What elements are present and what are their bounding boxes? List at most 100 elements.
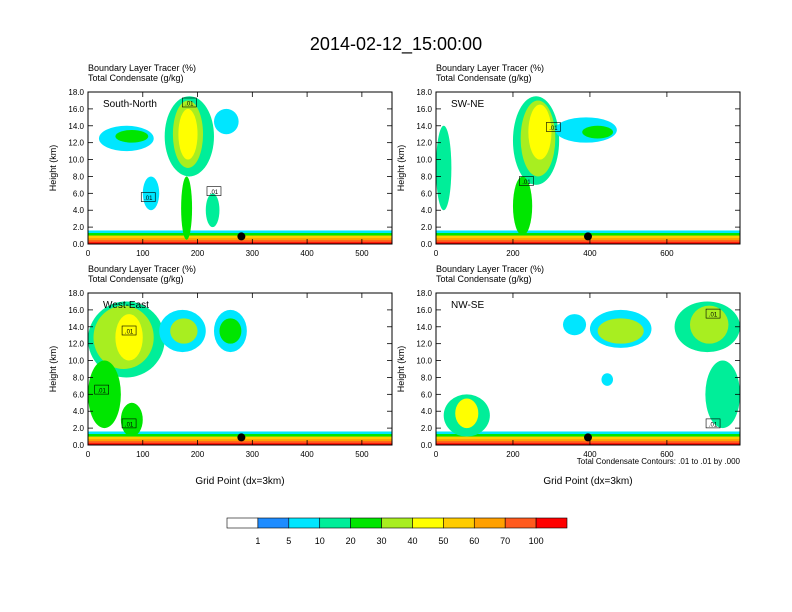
heatmap-field xyxy=(436,293,740,445)
panel-header-tracer: Boundary Layer Tracer (%) xyxy=(436,63,544,73)
cloud-blob-1 xyxy=(597,318,644,344)
ytick-label: 8.0 xyxy=(421,373,433,382)
ytick-label: 18.0 xyxy=(68,88,84,97)
contour-label-box xyxy=(546,122,561,132)
contour-label: .01 xyxy=(522,180,531,186)
colorbar-swatch-2 xyxy=(288,517,321,529)
cloud-blob-8 xyxy=(601,373,614,386)
heatmap-background xyxy=(436,92,740,244)
ytick-label: 4.0 xyxy=(73,206,85,215)
cloud-blob-8 xyxy=(213,108,239,135)
colorbar-swatch-8 xyxy=(473,517,506,529)
contour-label: .01 xyxy=(709,313,718,319)
cloud-blob-6 xyxy=(205,193,220,228)
ytick-label: 14.0 xyxy=(416,323,432,332)
ytick-label: 0.0 xyxy=(421,441,433,450)
panel-name: SW-NE xyxy=(451,99,484,110)
xtick-label: 0 xyxy=(434,450,439,459)
ytick-label: 18.0 xyxy=(68,289,84,298)
colorbar-label: 100 xyxy=(529,536,544,546)
contour-label: .01 xyxy=(98,389,107,395)
surface-band-4 xyxy=(88,441,392,445)
xtick-label: 400 xyxy=(583,450,597,459)
ylabel: Height (km) xyxy=(396,145,406,192)
heatmap-field xyxy=(436,92,740,244)
colorbar-swatch-9 xyxy=(504,517,537,529)
colorbar-swatch-3 xyxy=(319,517,351,529)
ytick-label: 2.0 xyxy=(73,223,85,232)
ytick-label: 8.0 xyxy=(73,172,85,181)
ytick-label: 6.0 xyxy=(421,189,433,198)
ylabel: Height (km) xyxy=(48,346,58,393)
surface-band-5 xyxy=(436,443,740,445)
ylabel: Height (km) xyxy=(396,346,406,393)
ytick-label: 2.0 xyxy=(421,223,433,232)
ytick-label: 12.0 xyxy=(416,340,432,349)
xtick-label: 400 xyxy=(583,249,597,258)
panels: 0.0 2.0 4.0 6.0 8.0 10.0 12.0 14.0 16.0 18.0 0 100 2… xyxy=(48,63,741,487)
panel-header-tracer: Boundary Layer Tracer (%) xyxy=(88,264,196,274)
ytick-label: 6.0 xyxy=(421,390,433,399)
xtick-label: 500 xyxy=(355,450,369,459)
colorbar-swatch-10 xyxy=(535,517,568,529)
xtick-label: 0 xyxy=(86,249,91,258)
cloud-blob-7 xyxy=(562,314,587,336)
ytick-label: 4.0 xyxy=(73,407,85,416)
panel-south-north: 0.0 2.0 4.0 6.0 8.0 10.0 12.0 14.0 16.0 18.0 0 100 2… xyxy=(48,63,393,258)
panel-name: South-North xyxy=(103,99,157,110)
panel-sw-ne: 0.0 2.0 4.0 6.0 8.0 10.0 12.0 14.0 16.0 18.0 0 200 4… xyxy=(396,63,741,258)
surface-band-5 xyxy=(436,242,740,244)
xtick-label: 500 xyxy=(355,249,369,258)
xtick-label: 300 xyxy=(246,249,260,258)
contour-label-box xyxy=(519,176,534,186)
colorbar-label: 70 xyxy=(500,536,510,546)
plot-frame xyxy=(87,91,393,245)
surface-band-4 xyxy=(88,240,392,244)
xtick-label: 200 xyxy=(506,450,520,459)
cloud-blob-4 xyxy=(115,130,149,143)
xtick-label: 400 xyxy=(300,249,314,258)
ytick-label: 6.0 xyxy=(73,390,85,399)
xtick-label: 200 xyxy=(191,249,205,258)
contour-label-box xyxy=(121,418,137,429)
location-marker xyxy=(237,232,246,241)
ytick-label: 16.0 xyxy=(416,306,432,315)
colorbar-label: 40 xyxy=(407,536,417,546)
contour-label: .01 xyxy=(185,101,194,107)
colorbar-label: 1 xyxy=(255,536,260,546)
ytick-label: 14.0 xyxy=(416,122,432,131)
ytick-label: 4.0 xyxy=(421,407,433,416)
plot-frame xyxy=(87,292,393,446)
ytick-label: 16.0 xyxy=(68,306,84,315)
xtick-label: 100 xyxy=(136,450,150,459)
cloud-blob-5 xyxy=(170,318,198,344)
ytick-label: 12.0 xyxy=(68,139,84,148)
contour-label-box xyxy=(121,325,137,336)
panel-nw-se: 0.0 2.0 4.0 6.0 8.0 10.0 12.0 14.0 16.0 18.0 0 200 4… xyxy=(396,264,741,487)
panel-header-condensate: Total Condensate (g/kg) xyxy=(88,274,184,284)
ytick-label: 6.0 xyxy=(73,189,85,198)
panel-header-condensate: Total Condensate (g/kg) xyxy=(436,274,532,284)
contour-label: .01 xyxy=(549,126,558,132)
contour-label-box xyxy=(705,418,721,429)
ytick-label: 0.0 xyxy=(421,240,433,249)
cloud-blob-6 xyxy=(582,125,614,139)
xtick-label: 300 xyxy=(246,450,260,459)
surface-band-5 xyxy=(88,443,392,445)
ytick-label: 8.0 xyxy=(73,373,85,382)
colorbar-swatch-6 xyxy=(412,517,444,529)
colorbar-swatch-1 xyxy=(257,517,290,529)
colorbar-swatch-5 xyxy=(381,517,413,529)
xtick-label: 600 xyxy=(660,450,674,459)
contour-label-box xyxy=(705,308,721,319)
xtick-label: 200 xyxy=(506,249,520,258)
colorbar-label: 30 xyxy=(377,536,387,546)
panel-header-condensate: Total Condensate (g/kg) xyxy=(88,73,184,83)
ytick-label: 16.0 xyxy=(68,105,84,114)
cloud-blob-7 xyxy=(181,176,193,240)
ytick-label: 0.0 xyxy=(73,441,85,450)
colorbar: 1 5 10 20 30 40 50 60 70 100 xyxy=(226,517,568,546)
ytick-label: 14.0 xyxy=(68,122,84,131)
contour-label: .01 xyxy=(144,196,153,202)
